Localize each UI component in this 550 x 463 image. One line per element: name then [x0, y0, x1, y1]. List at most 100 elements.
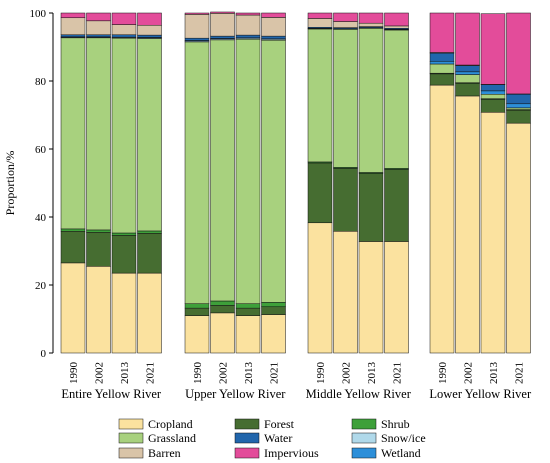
- stacked-bar: [86, 12, 111, 354]
- bar-segment-impervious: [235, 12, 261, 16]
- bar-segment-shrub: [137, 230, 162, 234]
- legend-swatch: [118, 432, 144, 444]
- bar-segment-shrub: [210, 300, 235, 306]
- bar-segment-cropland: [429, 84, 455, 354]
- group-upper-yellow-river: [184, 11, 286, 354]
- bar-segment-barren: [235, 14, 261, 36]
- bar-segment-grassland: [358, 28, 384, 173]
- x-tick-label: 2013: [119, 362, 131, 385]
- bar-segment-barren: [384, 25, 409, 29]
- bar-segment-grassland: [307, 28, 333, 163]
- bar-segment-cropland: [506, 122, 531, 354]
- x-tick-label: 1990: [315, 362, 327, 385]
- stacked-bar: [429, 12, 455, 354]
- bar-segment-shrub: [235, 303, 261, 309]
- stacked-bar: [235, 12, 261, 354]
- bar-segment-water: [480, 84, 506, 92]
- bar-segment-cropland: [480, 112, 506, 354]
- legend-swatch: [234, 432, 260, 444]
- x-tick-label: 2021: [392, 362, 404, 384]
- bar-segment-grassland: [86, 37, 111, 231]
- bar-segment-forest: [333, 168, 358, 232]
- bar-segment-impervious: [384, 12, 409, 27]
- group-entire-yellow-river: [60, 12, 162, 354]
- y-axis: 0 20 40 60 80 100: [30, 8, 54, 360]
- y-tick-label: 60: [35, 144, 47, 156]
- bar-segment-impervious: [307, 12, 333, 19]
- bar-segment-impervious: [137, 12, 162, 26]
- bar-segment-cropland: [184, 315, 210, 354]
- bar-segment-grassland: [261, 39, 286, 303]
- bar-segment-cropland: [358, 241, 384, 354]
- legend-item: Snow/ice: [351, 431, 426, 445]
- bar-segment-grassland: [111, 37, 137, 234]
- group-label: Middle Yellow River: [306, 387, 412, 401]
- bar-segment-wetland: [429, 61, 455, 65]
- bar-segment-barren: [184, 14, 210, 39]
- bar-segment-cropland: [137, 272, 162, 354]
- bar-segment-barren: [358, 22, 384, 27]
- bar-segment-forest: [235, 307, 261, 316]
- legend-item: Impervious: [234, 446, 319, 460]
- legend-label: Impervious: [264, 446, 319, 460]
- bar-segment-water: [261, 35, 286, 40]
- bar-segment-impervious: [111, 12, 137, 25]
- bar-segment-grassland: [480, 94, 506, 99]
- bar-segment-water: [137, 34, 162, 38]
- bar-segment-barren: [86, 20, 111, 36]
- legend-label: Barren: [148, 446, 181, 460]
- bar-segment-shrub: [60, 228, 86, 232]
- bar-segment-water: [506, 94, 531, 105]
- stacked-bar: [333, 12, 358, 354]
- bar-segment-impervious: [184, 12, 210, 15]
- legend-item: Barren: [118, 446, 181, 460]
- legend-swatch: [351, 432, 377, 444]
- bar-segment-forest: [210, 305, 235, 314]
- bar-segment-water: [60, 34, 86, 38]
- bar-segment-impervious: [429, 12, 455, 53]
- legend-label: Shrub: [381, 417, 410, 431]
- bar-segment-grassland: [455, 74, 480, 83]
- legend-item: Water: [234, 431, 292, 445]
- bar-segment-forest: [455, 83, 480, 97]
- legend-item: Grassland: [118, 431, 196, 445]
- group-label: Entire Yellow River: [61, 387, 161, 401]
- bar-segment-barren: [60, 17, 86, 36]
- bar-segment-grassland: [184, 41, 210, 304]
- bar-segment-forest: [184, 307, 210, 316]
- bar-segment-grassland: [60, 37, 86, 230]
- y-tick-label: 40: [35, 212, 47, 224]
- bar-segment-shrub: [184, 303, 210, 309]
- x-tick-label: 2013: [243, 362, 255, 385]
- bar-segment-water: [210, 35, 235, 39]
- bar-segment-cropland: [111, 272, 137, 354]
- legend-swatch: [351, 447, 377, 459]
- stacked-bar: [210, 11, 235, 354]
- bar-segment-grassland: [429, 63, 455, 74]
- bar-segment-wetland: [480, 90, 506, 95]
- bar-segment-grassland: [384, 29, 409, 169]
- legend-label: Water: [264, 431, 292, 445]
- y-tick-label: 20: [35, 280, 47, 292]
- stacked-bar: [506, 12, 531, 354]
- bar-segment-cropland: [261, 314, 286, 354]
- x-tick-label: 1990: [68, 362, 80, 385]
- bar-segment-forest: [358, 173, 384, 242]
- group-label: Upper Yellow River: [185, 387, 286, 401]
- y-axis-title: Proportion/%: [3, 151, 17, 216]
- legend-swatch: [118, 447, 144, 459]
- y-tick-label: 0: [41, 348, 47, 360]
- x-tick-label: 2021: [145, 362, 157, 384]
- x-tick-label: 2002: [463, 362, 475, 384]
- bar-segment-water: [184, 37, 210, 41]
- legend-swatch: [234, 418, 260, 430]
- bar-segment-impervious: [60, 12, 86, 19]
- bar-segment-cropland: [235, 315, 261, 354]
- bar-segment-impervious: [86, 12, 111, 22]
- y-tick-label: 100: [30, 8, 47, 20]
- bar-segment-grassland: [137, 38, 162, 232]
- bar-segment-grassland: [210, 39, 235, 302]
- bar-segment-cropland: [384, 241, 409, 354]
- bar-segment-shrub: [261, 302, 286, 308]
